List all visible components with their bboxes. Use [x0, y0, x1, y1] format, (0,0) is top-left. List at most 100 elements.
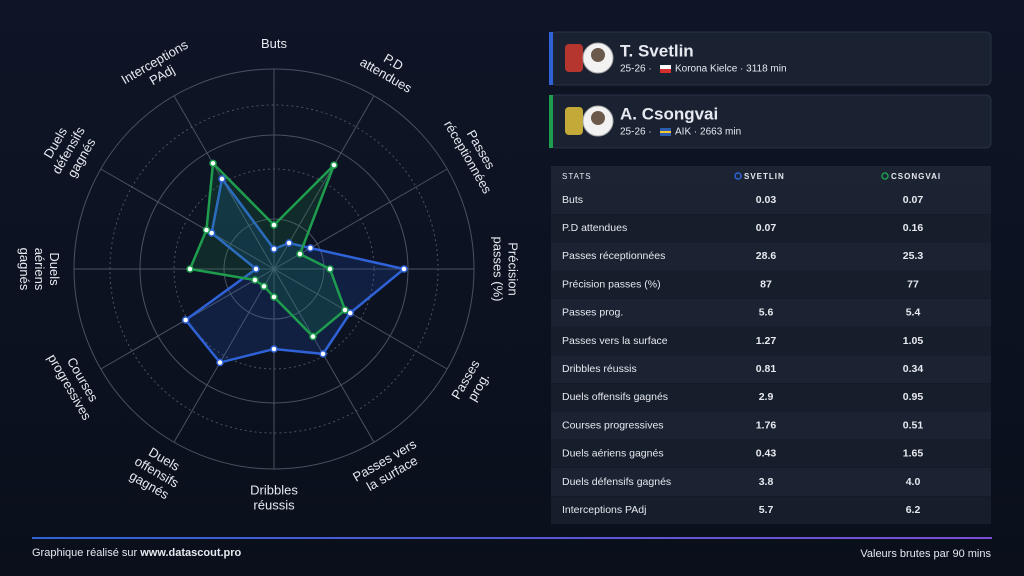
- data-point: [186, 265, 194, 273]
- stats-table: STATS SVETLIN CSONGVAI Buts 0.03 0.07 P.D atte…: [551, 166, 991, 525]
- card-accent: [549, 95, 553, 148]
- player-season: 25-26 ·: [620, 127, 652, 138]
- card-accent: [549, 32, 553, 85]
- stat-value: 6.2: [906, 504, 921, 516]
- table-row: [551, 214, 991, 243]
- data-point: [260, 282, 268, 291]
- spoke: [273, 268, 448, 370]
- table-row: [551, 327, 991, 355]
- data-point: [270, 345, 278, 353]
- stat-name: Duels aériens gagnés: [562, 448, 664, 460]
- stat-value: 0.95: [903, 391, 924, 403]
- data-point: [400, 265, 408, 273]
- table-row: [551, 355, 991, 384]
- data-point: [181, 316, 190, 324]
- stat-value: 5.7: [759, 504, 774, 516]
- axis-label-line: gagnés: [17, 248, 32, 291]
- stat-value: 5.4: [906, 307, 921, 319]
- stat-value: 77: [907, 278, 919, 290]
- data-point: [330, 161, 338, 169]
- stat-value: 5.6: [759, 307, 774, 319]
- flag-band: [660, 131, 671, 133]
- stat-value: 28.6: [756, 250, 777, 262]
- stat-name: Courses progressives: [562, 419, 664, 431]
- stat-value: 0.07: [756, 222, 777, 234]
- data-point: [306, 244, 315, 252]
- axis-label: Dribbles réussis: [250, 483, 298, 513]
- stat-value: 1.76: [756, 419, 777, 431]
- header-label: STATS: [562, 172, 592, 181]
- axis-label-line: Dribbles: [250, 483, 298, 498]
- card: [550, 94, 992, 149]
- spoke: [100, 168, 275, 270]
- table-row: [551, 468, 991, 496]
- axis-label-text: Dribbles réussis: [250, 483, 298, 513]
- stat-name: Dribbles réussis: [562, 363, 637, 375]
- data-point: [252, 265, 260, 273]
- stat-name: Passes prog.: [562, 307, 623, 319]
- player-cards: T. Svetlin 25-26 · Korona Kielce · 3118 mi…: [549, 31, 992, 149]
- axis-label-line: Précision: [505, 242, 520, 295]
- data-point: [209, 159, 217, 168]
- data-point: [216, 358, 224, 367]
- header-label: CSONGVAI: [891, 172, 941, 181]
- stat-value: 0.51: [903, 419, 924, 431]
- table-row: [551, 439, 991, 468]
- data-point: [202, 226, 211, 234]
- footer-note: Valeurs brutes par 90 mins: [860, 548, 991, 560]
- stat-value: 1.65: [903, 448, 924, 460]
- legend-dot: [881, 172, 889, 180]
- avatar-head: [591, 111, 605, 125]
- stat-value: 1.27: [756, 335, 777, 347]
- player-details: Korona Kielce · 3118 min: [675, 64, 787, 75]
- club-badge: [565, 107, 583, 135]
- data-point: [319, 350, 327, 358]
- stat-name: Passes réceptionnées: [562, 250, 665, 262]
- player-details: AIK · 2663 min: [675, 127, 741, 138]
- player-name: A. Csongvai: [620, 104, 718, 123]
- stat-value: 4.0: [906, 476, 921, 488]
- footer-line: [32, 537, 992, 539]
- stat-name: P.D attendues: [562, 222, 627, 234]
- data-point: [270, 221, 278, 229]
- axis-label-line: passes (%): [490, 236, 505, 301]
- table-row: [551, 298, 991, 327]
- club-badge: [565, 44, 583, 72]
- credit-link: www.datascout.pro: [139, 547, 241, 559]
- stat-value: 87: [760, 278, 772, 290]
- stat-name: Passes vers la surface: [562, 335, 668, 347]
- table-row: [551, 383, 991, 412]
- stat-value: 25.3: [903, 250, 924, 262]
- stat-value: 0.43: [756, 448, 777, 460]
- card: [550, 31, 992, 86]
- avatar-head: [591, 48, 605, 62]
- data-point: [251, 276, 259, 284]
- axis-label-line: Duels: [47, 252, 62, 286]
- table-row: [551, 242, 991, 271]
- axis-label-line: réussis: [253, 498, 295, 513]
- data-point: [309, 332, 317, 341]
- flag-band: [660, 69, 671, 73]
- spoke: [173, 268, 275, 443]
- table-row: [551, 186, 991, 214]
- table-header: [551, 166, 991, 186]
- stat-value: 0.16: [903, 222, 924, 234]
- data-point: [326, 265, 334, 273]
- table-row: [551, 270, 991, 299]
- data-point: [285, 239, 293, 247]
- stat-value: 0.34: [903, 363, 924, 375]
- credit-text: Graphique réalisé sur: [32, 547, 138, 559]
- footer-credit: Graphique réalisé sur www.datascout.pro: [32, 547, 242, 559]
- stat-value: 0.81: [756, 363, 777, 375]
- data-point: [270, 293, 278, 301]
- axis-label-line: Buts: [261, 36, 288, 51]
- stat-name: Précision passes (%): [562, 278, 661, 290]
- stat-name: Duels offensifs gagnés: [562, 391, 668, 403]
- axis-label: Duelsaériensgagnés: [17, 248, 62, 291]
- stat-name: Buts: [562, 194, 583, 206]
- stat-value: 3.8: [759, 476, 774, 488]
- data-point: [270, 245, 278, 253]
- table-row: [551, 496, 991, 525]
